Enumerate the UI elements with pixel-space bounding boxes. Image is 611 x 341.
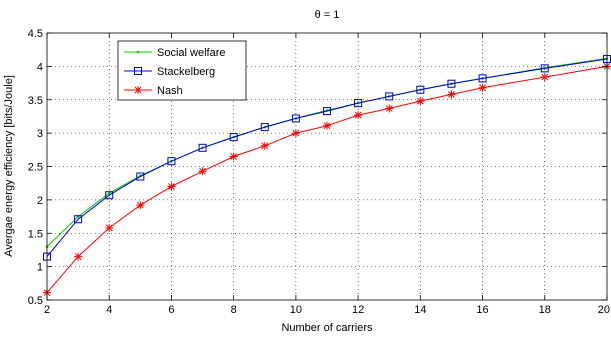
y-tick-label: 3.5	[28, 95, 43, 107]
y-tick-label: 4	[37, 61, 43, 73]
x-tick-label: 16	[476, 304, 488, 316]
legend-item-stackelberg: Stackelberg	[124, 66, 215, 78]
y-tick-label: 2	[37, 195, 43, 207]
ticks: 2 4 6 8 10 12 14 16 18 20 0.5 1 1.5 2 2.5 3 3.5 4 4.5	[28, 28, 610, 316]
star-stroke	[323, 122, 331, 130]
star-stroke	[168, 183, 175, 190]
data-point-stackelberg	[385, 92, 394, 101]
legend-marker	[136, 50, 140, 54]
legend-marker	[134, 86, 142, 94]
data-point-stackelberg	[198, 143, 207, 152]
data-point-stackelberg	[260, 123, 269, 132]
data-point-nash	[478, 83, 487, 92]
data-point-nash	[540, 73, 549, 82]
data-point-stackelberg	[323, 107, 331, 116]
star-stroke	[479, 84, 486, 92]
star-stroke	[541, 73, 549, 81]
x-tick-label: 6	[168, 304, 174, 316]
data-point-nash	[416, 97, 425, 106]
data-point-stackelberg	[105, 191, 114, 200]
data-point-nash	[291, 129, 300, 138]
y-tick-label: 1.5	[28, 228, 43, 240]
star-stroke	[105, 224, 113, 232]
star-stroke	[292, 129, 300, 137]
data-point-nash	[229, 152, 238, 161]
data-point-nash	[167, 182, 176, 191]
legend-marker	[134, 67, 142, 75]
data-point-stackelberg	[136, 172, 145, 181]
star-stroke	[230, 153, 238, 160]
y-axis-label: Avergae energy efficiency [bits/Joule]	[3, 75, 15, 257]
legend-label: Social welfare	[157, 47, 225, 59]
data-point-stackelberg	[167, 157, 176, 166]
y-tick-label: 0.5	[28, 295, 43, 307]
legend-entries: Social welfare Stackelberg Nash	[124, 47, 225, 97]
star-stroke	[134, 86, 142, 94]
series-line-stackelberg	[46, 58, 608, 257]
data-point-social-welfare	[107, 191, 111, 195]
y-tick-label: 4.5	[28, 28, 43, 40]
legend-label: Stackelberg	[157, 66, 215, 78]
x-tick-label: 20	[598, 304, 610, 316]
data-point-nash	[74, 252, 83, 261]
star-stroke	[136, 201, 144, 209]
data-point-nash	[385, 104, 394, 113]
legend-item-nash: Nash	[124, 85, 183, 97]
data-point-nash	[260, 141, 269, 150]
legend-item-social-welfare: Social welfare	[124, 47, 225, 59]
x-axis-label: Number of carriers	[281, 322, 373, 334]
x-tick-label: 14	[414, 304, 426, 316]
chart-title: θ = 1	[315, 9, 340, 21]
star-stroke	[448, 91, 455, 98]
x-tick-label: 10	[290, 304, 302, 316]
x-tick-label: 4	[106, 304, 112, 316]
star-stroke	[261, 142, 269, 150]
x-tick-label: 2	[44, 304, 50, 316]
data-point-stackelberg	[447, 79, 456, 88]
data-point-nash	[354, 111, 363, 120]
star-stroke	[74, 253, 82, 260]
x-tick-label: 8	[231, 304, 237, 316]
data-point-stackelberg	[416, 85, 425, 94]
legend: Social welfare Stackelberg Nash	[117, 40, 247, 101]
star-stroke	[354, 111, 362, 119]
x-tick-label: 12	[352, 304, 364, 316]
series-stackelberg	[43, 55, 611, 261]
data-point-nash	[323, 121, 331, 130]
data-point-stackelberg	[354, 99, 363, 108]
data-point-stackelberg	[229, 133, 238, 142]
star-stroke	[199, 167, 206, 175]
data-point-nash	[105, 223, 114, 232]
data-point-stackelberg	[74, 215, 83, 224]
data-point-stackelberg	[540, 64, 549, 73]
y-tick-label: 1	[37, 262, 43, 274]
data-point-stackelberg	[478, 74, 487, 83]
data-point-stackelberg	[291, 114, 300, 123]
star-stroke	[385, 105, 393, 112]
y-tick-label: 3	[37, 128, 43, 140]
legend-label: Nash	[157, 85, 183, 97]
data-point-nash	[447, 90, 456, 99]
data-point-nash	[136, 201, 145, 210]
x-tick-label: 18	[539, 304, 551, 316]
data-point-nash	[198, 167, 207, 176]
y-tick-label: 2.5	[28, 162, 43, 174]
star-stroke	[416, 97, 424, 105]
